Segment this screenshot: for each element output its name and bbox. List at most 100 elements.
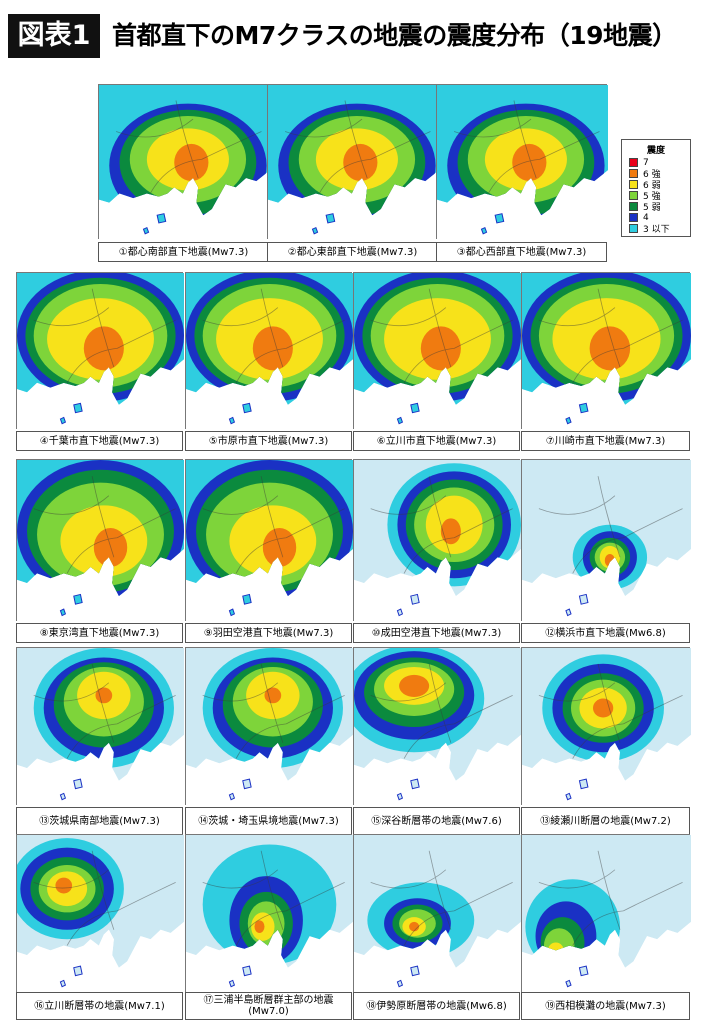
map-caption: ⑯立川断層帯の地震(Mw7.1)	[16, 992, 183, 1020]
island	[228, 979, 236, 988]
map-caption: ⑧東京湾直下地震(Mw7.3)	[16, 623, 183, 643]
map-caption: ⑤市原市直下地震(Mw7.3)	[185, 431, 352, 451]
island	[73, 778, 83, 790]
intensity-map	[267, 84, 439, 240]
legend-swatch	[629, 158, 638, 167]
intensity-map	[521, 272, 691, 430]
map-svg	[186, 648, 353, 806]
map-svg	[354, 648, 521, 806]
map-caption: ⑫横浜市直下地震(Mw6.8)	[521, 623, 690, 643]
map-caption: ⑭茨城・埼玉県境地震(Mw7.3)	[185, 807, 352, 835]
map-caption: ②都心東部直下地震(Mw7.3)	[267, 242, 438, 262]
island	[228, 608, 236, 617]
intensity-zone-6plus	[589, 326, 631, 371]
island	[59, 792, 67, 801]
island	[578, 778, 589, 790]
intensity-zone-6plus	[264, 687, 282, 704]
map-svg	[268, 85, 439, 240]
island	[242, 593, 252, 605]
boundary-lines	[370, 663, 513, 759]
boundary-lines	[538, 476, 683, 574]
boundary-lines	[202, 476, 345, 574]
island	[578, 402, 589, 414]
map-svg	[354, 835, 521, 993]
intensity-map	[353, 834, 521, 993]
intensity-map	[521, 647, 691, 806]
island	[325, 213, 336, 224]
island	[242, 778, 252, 790]
island	[396, 608, 404, 617]
boundary-lines	[202, 663, 345, 759]
boundary-lines	[538, 850, 683, 946]
map-svg	[99, 85, 270, 240]
island	[59, 416, 67, 425]
intensity-zone-6plus	[512, 143, 547, 182]
island	[578, 965, 589, 977]
intensity-zone-6plus	[83, 326, 124, 371]
legend-label: 5 強	[643, 192, 661, 202]
intensity-map	[353, 459, 521, 622]
map-caption: ④千葉市直下地震(Mw7.3)	[16, 431, 183, 451]
intensity-zone-6plus	[95, 687, 113, 704]
intensity-zone-6plus	[252, 326, 293, 371]
boundary-lines	[115, 100, 262, 194]
island	[73, 965, 83, 977]
island	[565, 792, 572, 801]
island	[228, 416, 236, 425]
legend-entry: 5 強	[629, 190, 661, 202]
map-svg	[522, 273, 691, 430]
island	[578, 593, 589, 605]
island	[410, 965, 420, 977]
legend-label: 6 強	[643, 170, 661, 180]
map-svg	[17, 273, 184, 430]
legend-swatch	[629, 202, 638, 211]
legend-swatch	[629, 169, 638, 178]
island	[494, 213, 505, 224]
map-svg	[186, 835, 353, 993]
map-svg	[522, 835, 691, 993]
map-caption: ①都心南部直下地震(Mw7.3)	[98, 242, 269, 262]
legend-entry: 3 以下	[629, 223, 670, 235]
map-svg	[17, 835, 184, 993]
intensity-zone-6plus	[254, 920, 265, 933]
island	[59, 608, 67, 617]
boundary-lines	[370, 850, 513, 946]
legend-entry: 4	[629, 212, 649, 223]
intensity-zone-6plus	[409, 921, 420, 932]
intensity-zone-6plus	[55, 877, 73, 894]
boundary-lines	[33, 288, 176, 384]
island	[242, 965, 252, 977]
boundary-lines	[202, 288, 345, 384]
boundary-lines	[538, 663, 683, 759]
island	[59, 979, 67, 988]
island	[396, 979, 404, 988]
intensity-map	[16, 459, 184, 622]
boundary-lines	[370, 288, 513, 384]
island	[73, 593, 83, 605]
island	[480, 226, 488, 235]
legend-label: 5 弱	[643, 203, 661, 213]
map-caption: ⑬綾瀬川断層の地震(Mw7.2)	[521, 807, 690, 835]
legend-swatch	[629, 180, 638, 189]
intensity-zone-6plus	[399, 674, 430, 697]
map-caption: ③都心西部直下地震(Mw7.3)	[436, 242, 607, 262]
island	[73, 402, 83, 414]
legend-label: 4	[643, 212, 649, 223]
intensity-zone-6plus	[592, 698, 614, 718]
intensity-map	[16, 647, 184, 806]
map-svg	[354, 460, 521, 622]
legend-swatch	[629, 191, 638, 200]
boundary-lines	[370, 476, 513, 574]
intensity-zone-6plus	[440, 518, 461, 545]
intensity-map	[436, 84, 608, 240]
island	[396, 792, 404, 801]
island	[156, 213, 167, 224]
island	[311, 226, 319, 235]
map-caption: ⑨羽田空港直下地震(Mw7.3)	[185, 623, 352, 643]
intensity-map	[521, 459, 691, 622]
map-svg	[354, 273, 521, 430]
intensity-zone-6plus	[262, 528, 297, 567]
legend-swatch	[629, 213, 638, 222]
intensity-map	[185, 459, 353, 622]
